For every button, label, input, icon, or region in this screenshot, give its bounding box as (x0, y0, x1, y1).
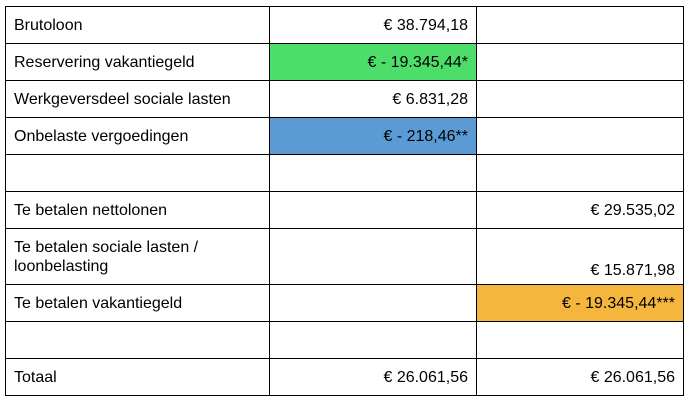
table-row: Brutoloon € 38.794,18 (5, 6, 684, 44)
row-label: Te betalen nettolonen (5, 191, 270, 229)
amount-cell (476, 80, 684, 118)
amount-cell (476, 321, 684, 359)
row-label: Totaal (5, 358, 270, 396)
table-row (5, 154, 684, 192)
table-row: Te betalen nettolonen € 29.535,02 (5, 191, 684, 229)
table-row: Totaal € 26.061,56 € 26.061,56 (5, 358, 684, 396)
amount-cell: € 38.794,18 (269, 6, 477, 44)
row-label: Te betalen vakantiegeld (5, 284, 270, 322)
amount-cell-highlight: € - 218,46** (269, 117, 477, 155)
table-row: Onbelaste vergoedingen € - 218,46** (5, 117, 684, 155)
amount-cell: € 29.535,02 (476, 191, 684, 229)
amount-cell (269, 191, 477, 229)
row-label (5, 321, 270, 359)
table-row: Reservering vakantiegeld € - 19.345,44* (5, 43, 684, 81)
amount-cell: € 26.061,56 (476, 358, 684, 396)
amount-cell (476, 117, 684, 155)
payroll-table: Brutoloon € 38.794,18 Reservering vakant… (5, 6, 684, 396)
row-label: Werkgeversdeel sociale lasten (5, 80, 270, 118)
row-label: Reservering vakantiegeld (5, 43, 270, 81)
table-row (5, 321, 684, 359)
amount-cell (269, 284, 477, 322)
amount-cell (269, 321, 477, 359)
amount-cell (269, 154, 477, 192)
row-label: Brutoloon (5, 6, 270, 44)
amount-cell (269, 228, 477, 285)
table-row: Te betalen vakantiegeld € - 19.345,44*** (5, 284, 684, 322)
amount-cell-highlight: € - 19.345,44*** (476, 284, 684, 322)
row-label: Onbelaste vergoedingen (5, 117, 270, 155)
table-row: Te betalen sociale lasten / loonbelastin… (5, 228, 684, 285)
amount-cell (476, 6, 684, 44)
amount-cell (476, 154, 684, 192)
amount-cell (476, 43, 684, 81)
row-label (5, 154, 270, 192)
amount-cell-highlight: € - 19.345,44* (269, 43, 477, 81)
amount-cell: € 6.831,28 (269, 80, 477, 118)
table-row: Werkgeversdeel sociale lasten € 6.831,28 (5, 80, 684, 118)
amount-cell: € 26.061,56 (269, 358, 477, 396)
row-label: Te betalen sociale lasten / loonbelastin… (5, 228, 270, 285)
amount-cell: € 15.871,98 (476, 228, 684, 285)
